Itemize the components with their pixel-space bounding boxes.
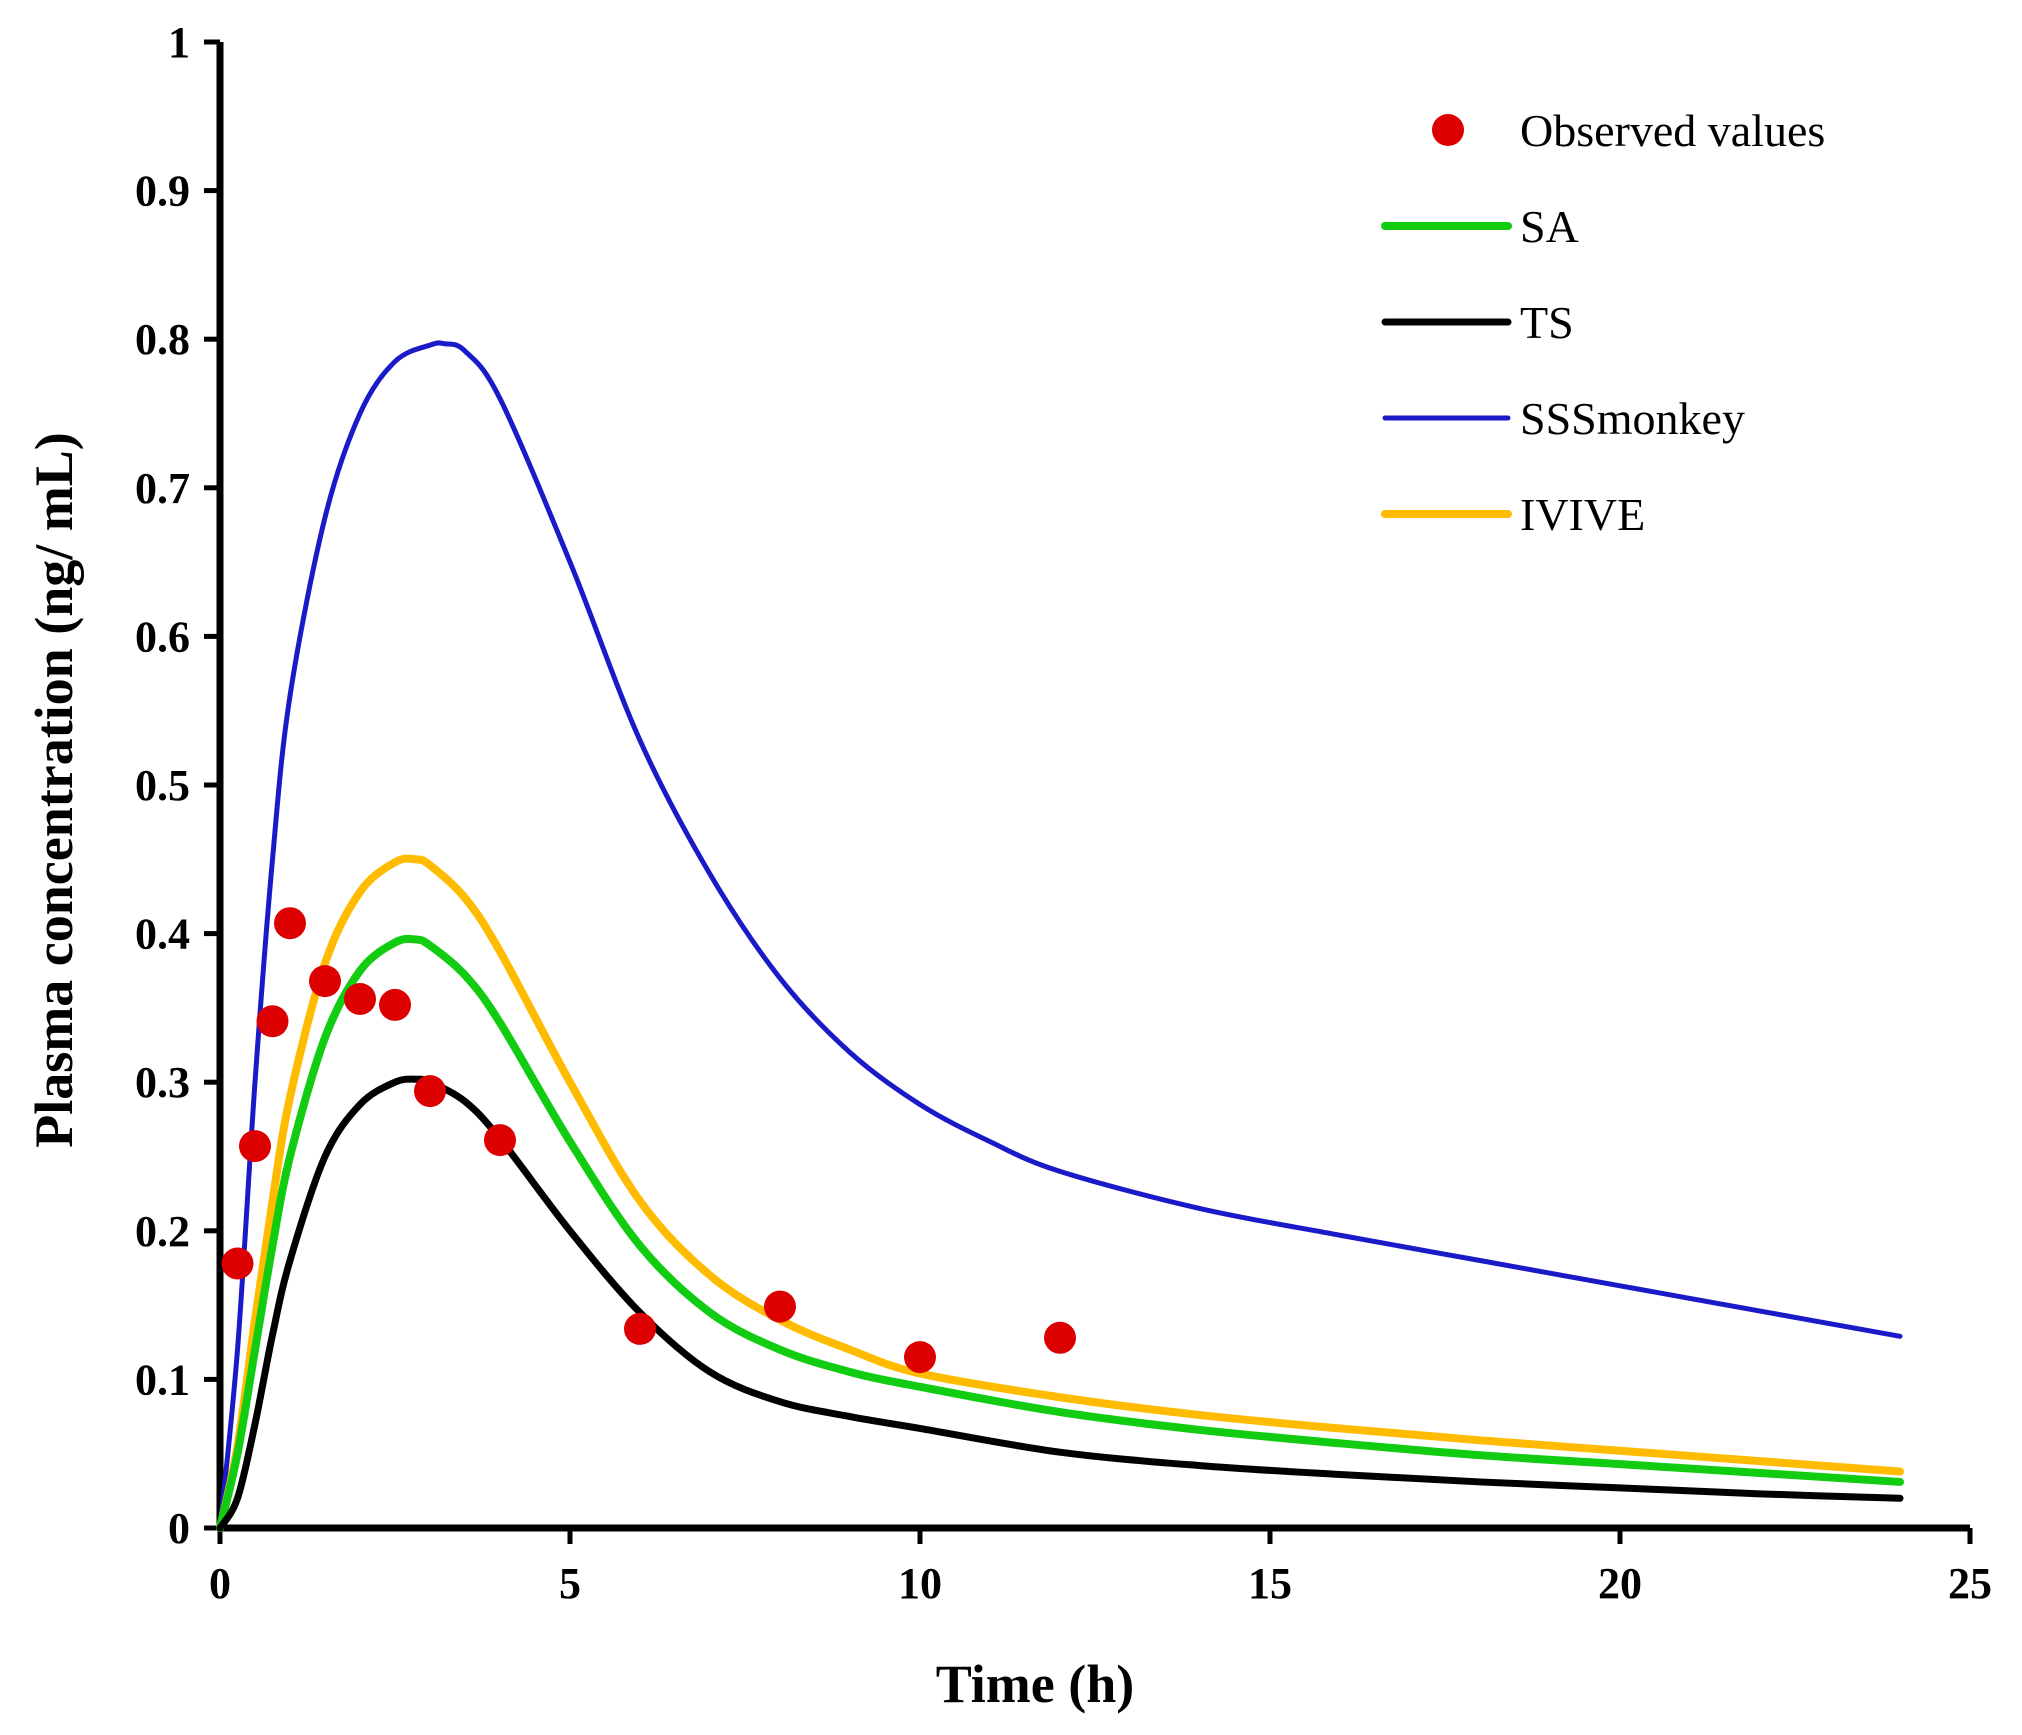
y-tick-label: 0.6 — [135, 612, 190, 661]
chart-axes — [216, 42, 1970, 1532]
observed-point — [344, 982, 376, 1015]
observed-point — [239, 1130, 271, 1163]
observed-point — [904, 1341, 936, 1374]
observed-point — [221, 1247, 254, 1280]
series-line-sa — [216, 934, 1904, 1532]
y-tick-label: 0.8 — [135, 315, 190, 364]
legend-label: Observed values — [1520, 105, 1825, 156]
y-axis-title: Plasma concentration (ng/ mL) — [24, 432, 84, 1147]
x-axis-title: Time (h) — [936, 1654, 1135, 1714]
y-tick-label: 0.7 — [135, 464, 190, 513]
y-tick-label: 0.2 — [135, 1207, 190, 1256]
series-line-ts — [216, 1075, 1904, 1532]
legend-marker-observed — [1432, 114, 1464, 146]
observed-point — [379, 988, 411, 1021]
chart-observed-points — [221, 907, 1076, 1374]
y-tick-label: 1 — [168, 18, 190, 67]
chart-ticks: 0 5 10 15 20 25 0 0.1 0.2 0.3 0.4 0.5 0.6 0.7 0.8 0.9 1 — [135, 18, 1992, 1608]
y-tick-label: 0.1 — [135, 1355, 190, 1404]
observed-point — [274, 907, 306, 940]
chart-legend: Observed values SA TS SSSmonkey IVIVE — [1381, 105, 1825, 540]
observed-point — [1044, 1321, 1076, 1354]
observed-point — [624, 1312, 656, 1345]
y-tick-label: 0.9 — [135, 167, 190, 216]
observed-point — [764, 1290, 796, 1323]
observed-point — [256, 1005, 289, 1038]
x-tick-label: 0 — [209, 1559, 231, 1608]
x-tick-label: 5 — [559, 1559, 581, 1608]
y-tick-label: 0.4 — [135, 910, 190, 959]
x-tick-label: 15 — [1248, 1559, 1292, 1608]
x-tick-label: 25 — [1948, 1559, 1992, 1608]
y-tick-label: 0.5 — [135, 761, 190, 810]
legend-label: SSSmonkey — [1520, 393, 1745, 444]
y-tick-label: 0.3 — [135, 1058, 190, 1107]
series-line-sssmonkey — [217, 340, 1903, 1531]
x-tick-label: 10 — [898, 1559, 942, 1608]
observed-point — [414, 1075, 446, 1108]
series-line-ivive — [216, 854, 1904, 1532]
observed-point — [309, 965, 341, 998]
chart-series — [216, 340, 1904, 1532]
y-tick-label: 0 — [168, 1504, 190, 1553]
x-tick-label: 20 — [1598, 1559, 1642, 1608]
legend-label: SA — [1520, 201, 1579, 252]
legend-label: IVIVE — [1520, 489, 1645, 540]
legend-label: TS — [1520, 297, 1574, 348]
observed-point — [484, 1124, 516, 1157]
